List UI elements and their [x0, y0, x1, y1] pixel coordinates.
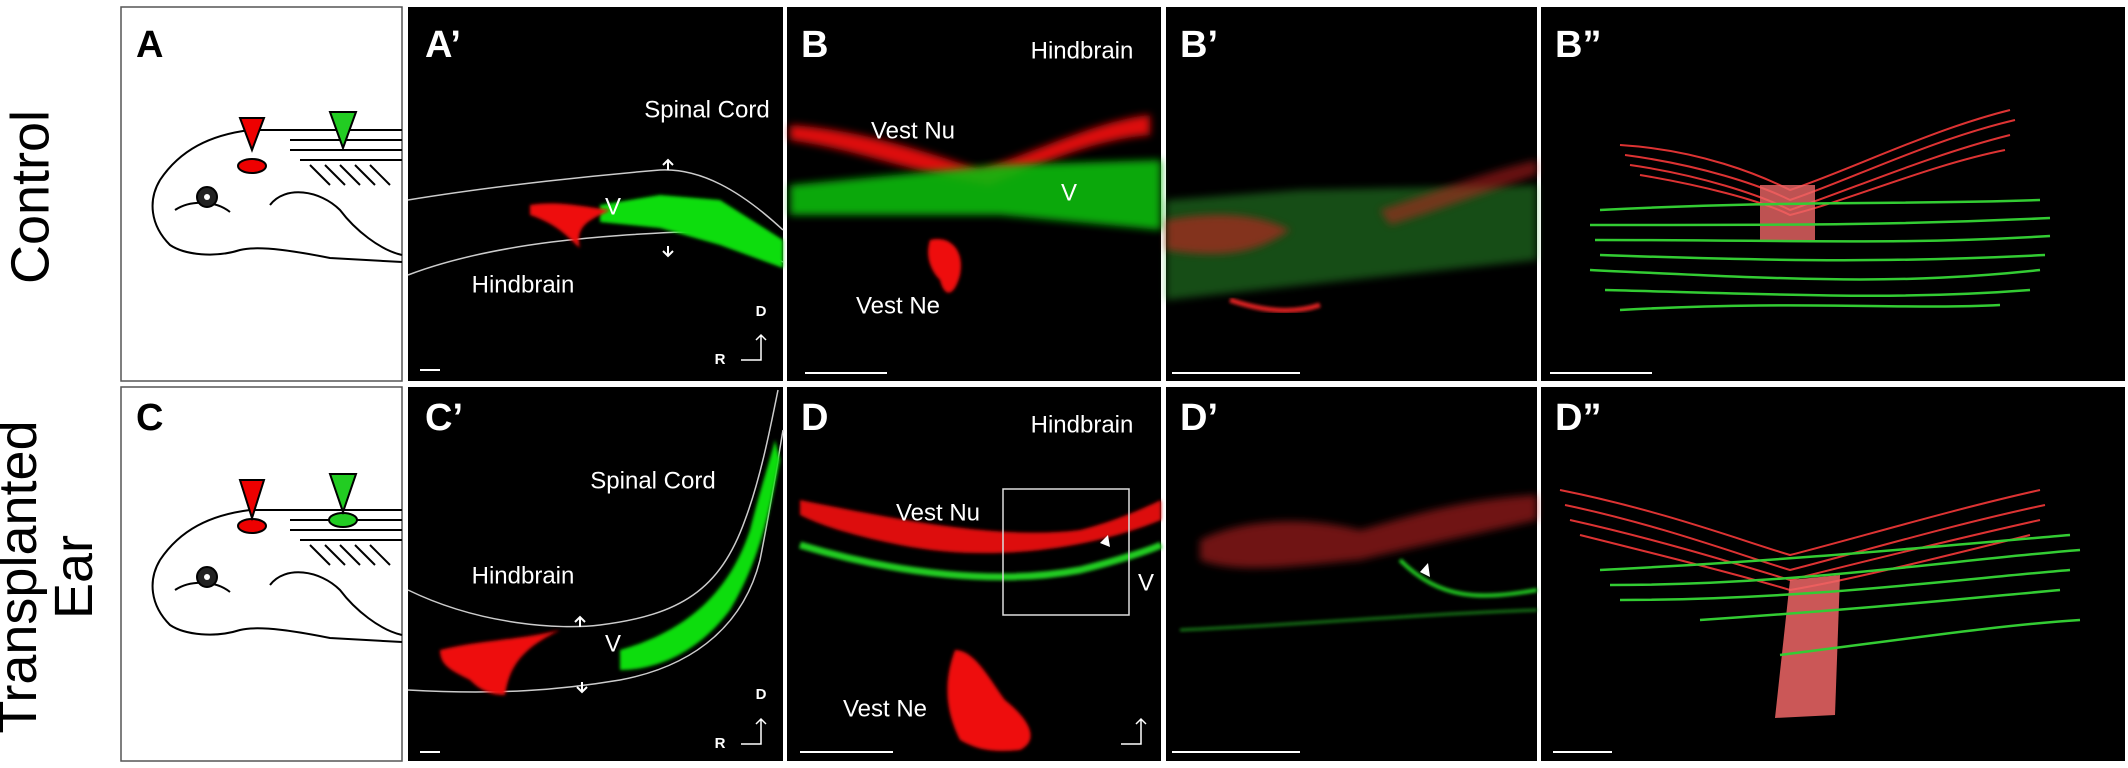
panel-label: D — [801, 397, 828, 439]
panel-frames — [120, 6, 2125, 762]
annotation: V — [1138, 569, 1154, 596]
axis-label: D — [756, 303, 767, 320]
annotation: V — [1061, 179, 1077, 206]
panel-label: C — [136, 397, 163, 439]
annotation: Hindbrain — [472, 562, 575, 589]
row-label: Control — [0, 110, 60, 284]
annotation: Spinal Cord — [644, 96, 769, 123]
annotation: Vest Nu — [871, 117, 955, 144]
panel-label: A’ — [425, 24, 461, 66]
fish-schematic — [151, 111, 403, 643]
panel-label: A — [136, 24, 163, 66]
row-label-line: Ear — [44, 535, 104, 619]
annotation: Vest Nu — [896, 499, 980, 526]
axis-label: R — [715, 351, 726, 368]
panel-label: D’ — [1180, 397, 1218, 439]
microscopy-d-prime — [1172, 495, 1538, 753]
microscopy-a-prime — [407, 158, 784, 371]
annotation: V — [605, 193, 621, 220]
row-label-line: Transplanted — [0, 420, 48, 733]
annotation: Hindbrain — [1031, 37, 1134, 64]
microscopy-b-prime — [1166, 160, 1537, 374]
microscopy-d — [798, 488, 1163, 753]
annotation: Hindbrain — [472, 271, 575, 298]
render-b-double-prime — [1550, 109, 2051, 374]
microscopy-c-prime — [407, 389, 784, 753]
microscopy-b — [790, 115, 1161, 374]
render-d-double-prime — [1553, 489, 2081, 753]
panel-label: C’ — [425, 397, 463, 439]
panel-label: D” — [1555, 397, 1601, 439]
axis-label: D — [756, 686, 767, 703]
panel-label: B’ — [1180, 24, 1218, 66]
panel-label: B — [801, 24, 828, 66]
axis-label: R — [715, 735, 726, 752]
annotation: Vest Ne — [856, 292, 940, 319]
annotation: Spinal Cord — [590, 467, 715, 494]
annotation: Hindbrain — [1031, 411, 1134, 438]
annotation: Vest Ne — [843, 695, 927, 722]
panel-label: B” — [1555, 24, 1601, 66]
row-label: TransplantedEar — [0, 420, 104, 733]
annotation: V — [605, 630, 621, 657]
